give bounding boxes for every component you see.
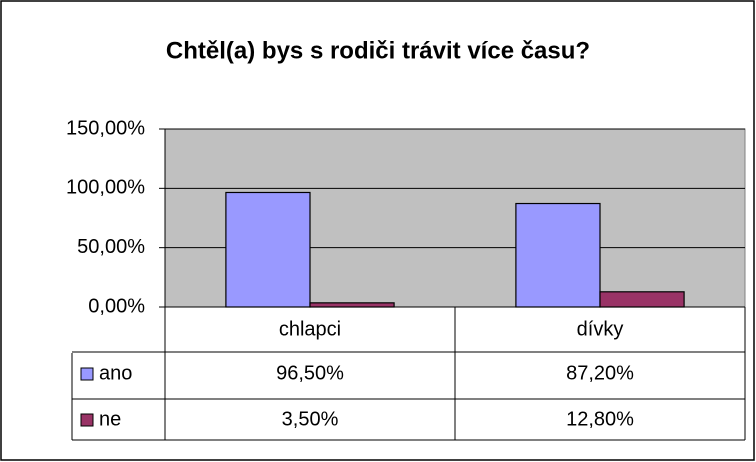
x-tick-label: dívky <box>577 318 624 340</box>
bar <box>309 302 395 308</box>
legend-label: ne <box>99 408 121 430</box>
table-value: 96,50% <box>276 362 344 384</box>
legend-swatch <box>80 413 94 427</box>
bar <box>515 202 601 308</box>
table-value: 3,50% <box>282 408 339 430</box>
table-value: 87,20% <box>566 362 634 384</box>
legend-label: ano <box>99 362 132 384</box>
chart-title: Chtěl(a) bys s rodiči trávit více času? <box>166 37 590 64</box>
x-tick-label: chlapci <box>279 318 341 340</box>
bar <box>225 191 311 308</box>
y-tick-label: 150,00% <box>66 117 145 139</box>
y-tick-label: 0,00% <box>88 295 145 317</box>
legend-swatch <box>80 367 94 381</box>
y-tick-label: 50,00% <box>77 236 145 258</box>
y-tick-label: 100,00% <box>66 177 145 199</box>
bar <box>599 291 685 308</box>
table-value: 12,80% <box>566 408 634 430</box>
